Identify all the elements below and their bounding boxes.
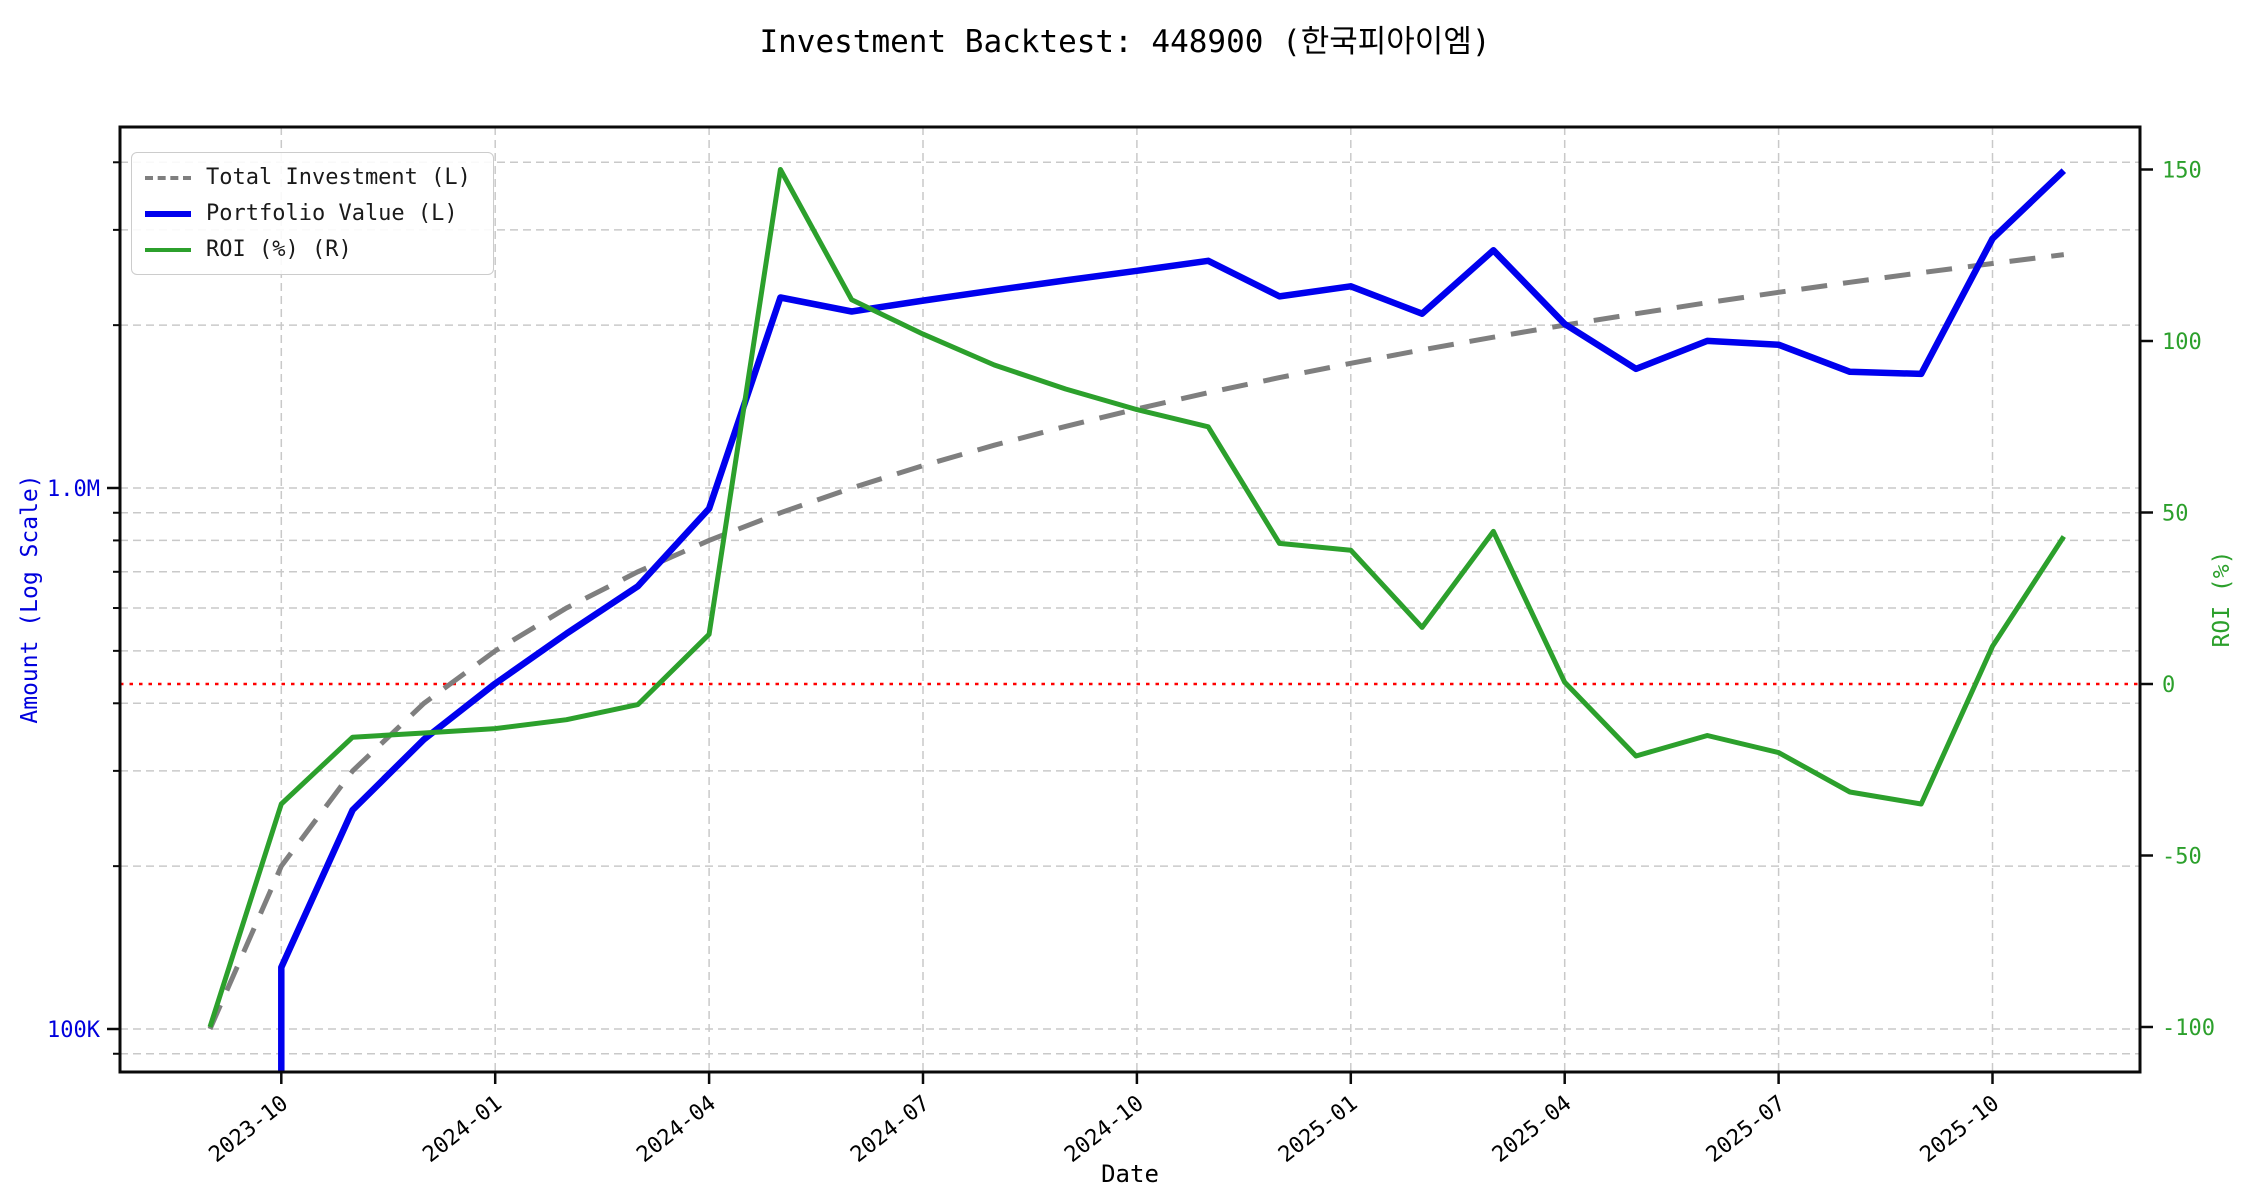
legend-label: Total Investment (L) [206, 165, 471, 190]
portfolio-value-line-swatch [145, 210, 191, 217]
total-investment-line [207, 252, 2065, 1031]
portfolio-value-line [278, 168, 2067, 1071]
chart-title: Investment Backtest: 448900 (한국피아이엠) [759, 24, 1491, 60]
x-tick-label: 2023-10 [205, 1091, 293, 1168]
right-axis-label: ROI (%) [2209, 550, 2235, 648]
total-investment-line-swatch [145, 175, 191, 180]
y-left-tick-label: 100K [47, 1018, 101, 1043]
x-tick-label: 2024-10 [1060, 1091, 1148, 1168]
legend-item-total-investment: Total Investment (L) [145, 165, 471, 190]
y-right-tick-label: -50 [2162, 845, 2202, 870]
y-right-tick-label: 100 [2162, 330, 2202, 355]
x-axis-label: Date [1101, 1160, 1159, 1188]
legend-item-roi: ROI (%) (R) [145, 237, 471, 262]
left-axis-label: Amount (Log Scale) [17, 474, 43, 724]
x-tick-label: 2025-04 [1488, 1091, 1576, 1168]
x-tick-label: 2025-07 [1702, 1091, 1790, 1168]
x-tick-label: 2025-01 [1274, 1091, 1362, 1168]
legend-box: Total Investment (L) Portfolio Value (L)… [131, 152, 494, 275]
y-left-tick-label: 1.0M [47, 477, 100, 502]
legend-label: ROI (%) (R) [206, 237, 352, 262]
roi-line [207, 167, 2066, 1028]
x-tick-label: 2025-10 [1916, 1091, 2004, 1168]
legend-label: Portfolio Value (L) [206, 201, 458, 226]
roi-line-swatch [145, 247, 191, 252]
y-right-tick-label: -100 [2162, 1016, 2215, 1041]
y-right-tick-label: 50 [2162, 502, 2189, 527]
x-tick-label: 2024-01 [418, 1091, 506, 1168]
plot-border [118, 125, 2142, 1074]
y-right-tick-label: 0 [2162, 673, 2175, 698]
x-tick-label: 2024-07 [846, 1091, 934, 1168]
x-tick-label: 2024-04 [632, 1091, 720, 1168]
y-right-tick-label: 150 [2162, 159, 2202, 184]
legend-item-portfolio-value: Portfolio Value (L) [145, 201, 471, 226]
